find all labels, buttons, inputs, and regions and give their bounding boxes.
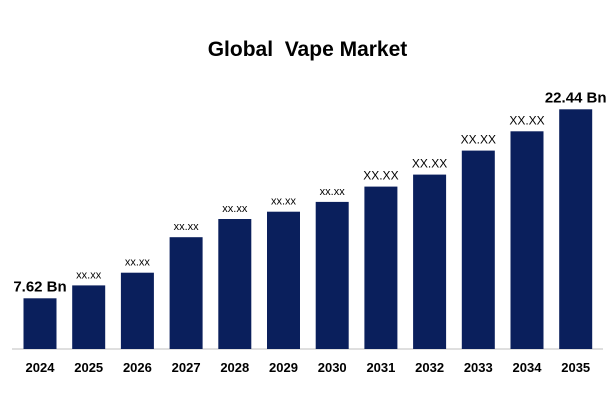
data-label-2035: 22.44 Bn <box>545 89 607 106</box>
bar-2025 <box>72 285 106 349</box>
bar-2034 <box>510 131 544 349</box>
data-label-2024: 7.62 Bn <box>13 278 66 295</box>
data-label-2027: xx.xx <box>174 221 200 233</box>
data-label-2025: xx.xx <box>76 269 102 281</box>
x-tick-2031: 2031 <box>366 360 395 375</box>
x-tick-2034: 2034 <box>513 360 543 375</box>
bar-2033 <box>461 150 495 349</box>
x-tick-2026: 2026 <box>123 360 152 375</box>
bar-2024 <box>23 298 57 349</box>
bar-2026 <box>120 272 154 349</box>
x-tick-2033: 2033 <box>464 360 493 375</box>
x-tick-2029: 2029 <box>269 360 298 375</box>
data-label-2032: XX.XX <box>412 157 447 171</box>
x-tick-2030: 2030 <box>318 360 347 375</box>
data-label-2033: XX.XX <box>461 133 496 147</box>
bar-2030 <box>315 201 349 349</box>
data-label-2030: xx.xx <box>320 186 346 198</box>
x-tick-2027: 2027 <box>172 360 201 375</box>
x-tick-2025: 2025 <box>74 360 103 375</box>
bar-2032 <box>413 174 447 349</box>
x-tick-2035: 2035 <box>561 360 590 375</box>
data-label-2034: XX.XX <box>509 113 544 127</box>
data-label-2031: XX.XX <box>363 169 398 183</box>
x-tick-2024: 2024 <box>26 360 56 375</box>
bar-2028 <box>218 219 252 349</box>
data-label-2028: xx.xx <box>222 203 248 215</box>
x-tick-2032: 2032 <box>415 360 444 375</box>
chart-title: Global Vape Market <box>207 38 408 61</box>
x-tick-2028: 2028 <box>220 360 249 375</box>
data-label-2026: xx.xx <box>125 257 151 269</box>
bar-2035 <box>559 109 593 349</box>
bar-2031 <box>364 186 398 349</box>
bar-2027 <box>169 237 203 349</box>
bar-2029 <box>267 211 300 349</box>
data-label-2029: xx.xx <box>271 196 297 208</box>
